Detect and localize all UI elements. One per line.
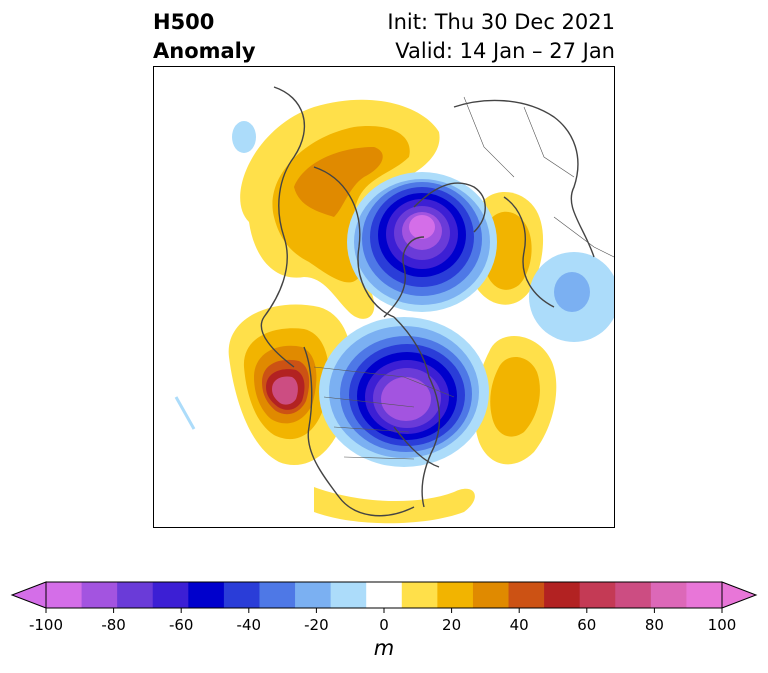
colorbar-tick-label: 0 [379, 616, 389, 634]
colorbar-tick-label: -40 [237, 616, 262, 634]
negative-anomaly-north-america [319, 317, 489, 467]
colorbar-swatch [188, 582, 225, 608]
colorbar-swatch [615, 582, 652, 608]
title-left: H500 Anomaly [153, 8, 256, 66]
colorbar-unit: m [373, 636, 395, 660]
colorbar-extend-min [10, 581, 47, 609]
colorbar-tick-label: -80 [101, 616, 126, 634]
colorbar-swatch [117, 582, 154, 608]
positive-anomaly-atlantic [474, 335, 557, 465]
colorbar: -100 -80 -60 -40 -20 0 20 40 60 80 100 [10, 581, 758, 634]
colorbar-tick-label: -60 [169, 616, 194, 634]
negative-anomaly-arctic [347, 172, 497, 312]
colorbar-swatch [401, 582, 438, 608]
colorbar-swatch [46, 582, 83, 608]
colorbar-swatch [152, 582, 189, 608]
colorbar-swatch [650, 582, 687, 608]
init-date: Init: Thu 30 Dec 2021 [387, 10, 615, 34]
title-right: Init: Thu 30 Dec 2021 Valid: 14 Jan – 27… [387, 8, 615, 66]
colorbar-swatch [366, 582, 403, 608]
map-svg [174, 86, 614, 524]
valid-range: Valid: 14 Jan – 27 Jan [395, 39, 615, 63]
positive-anomaly-pacific [228, 304, 352, 465]
colorbar-tick-label: 60 [577, 616, 596, 634]
colorbar-swatch [508, 582, 545, 608]
colorbar-swatch [544, 582, 581, 608]
positive-anomaly-south [314, 487, 475, 524]
country-borders [313, 96, 614, 460]
colorbar-swatch [686, 582, 723, 608]
colorbar-swatch [259, 582, 296, 608]
colorbar-extend-max [721, 581, 758, 609]
colorbar-tick-label: 80 [645, 616, 664, 634]
negative-anomaly-small [232, 121, 256, 153]
colorbar-swatch [81, 582, 118, 608]
colorbar-swatch [579, 582, 616, 608]
colorbar-swatch [330, 582, 367, 608]
colorbar-tick-label: 40 [510, 616, 529, 634]
colorbar-swatch [223, 582, 260, 608]
positive-anomaly-north [240, 99, 440, 319]
negative-anomaly-asia [529, 252, 614, 342]
title-anomaly: Anomaly [153, 39, 256, 63]
colorbar-tick-label: 20 [442, 616, 461, 634]
coastlines [260, 86, 595, 517]
colorbar-swatch [437, 582, 474, 608]
negative-anomaly-sliver [174, 396, 196, 430]
colorbar-tick-label: -20 [304, 616, 329, 634]
colorbar-tick-label: 100 [708, 616, 737, 634]
colorbar-swatch [472, 582, 510, 608]
colorbar-tick-label: -100 [29, 616, 63, 634]
colorbar-swatch [295, 582, 332, 608]
anomaly-map [153, 66, 615, 528]
title-variable: H500 [153, 10, 215, 34]
